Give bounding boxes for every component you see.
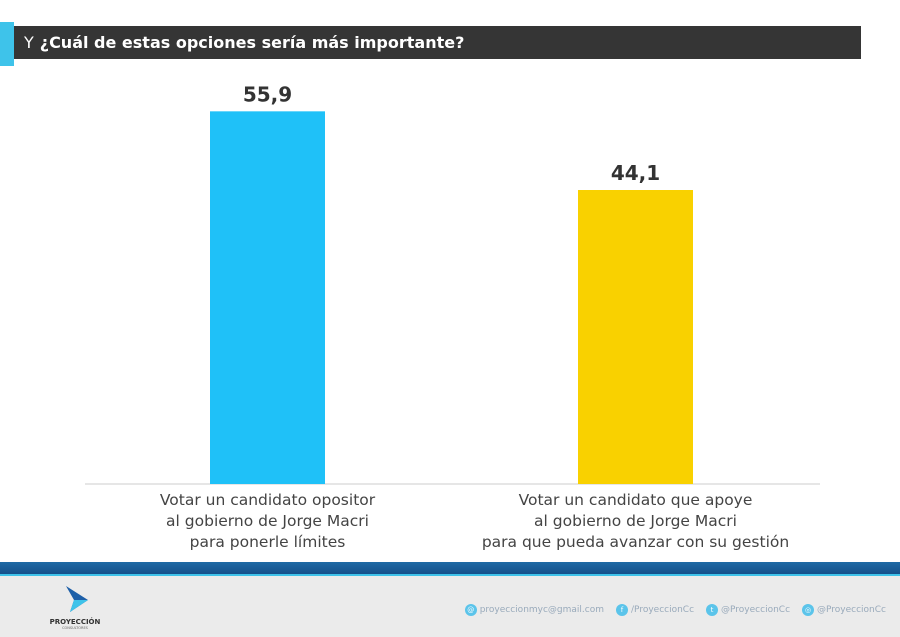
email-link[interactable]: @ proyeccionmyc@gmail.com [464, 604, 605, 616]
facebook-icon: f [616, 604, 629, 616]
logo-sub: CONSULTORES [62, 626, 88, 630]
bar-chart: 55,9 44,1 [85, 82, 820, 485]
twitter-icon: t [706, 604, 719, 616]
instagram-text: @ProyeccionCc [817, 605, 886, 615]
bar [210, 111, 325, 484]
logo-arrow-icon [66, 586, 88, 612]
instagram-link[interactable]: ◎ @ProyeccionCc [802, 604, 886, 616]
chart-title: ¿Cuál de estas opciones sería más import… [39, 33, 465, 52]
email-text: proyeccionmyc@gmail.com [479, 605, 605, 615]
data-label: 55,9 [243, 82, 292, 106]
category-label: Votar un candidato opositor al gobierno d… [159, 491, 376, 551]
footer-stripe [0, 562, 900, 576]
bar [578, 190, 693, 484]
instagram-icon: ◎ [802, 604, 815, 616]
email-icon: @ [464, 604, 477, 616]
data-label: 44,1 [611, 161, 660, 185]
logo: PROYECCIÓN CONSULTORES [40, 584, 110, 630]
title-prefix: Y [24, 33, 34, 52]
facebook-text: /ProyeccionCc [631, 605, 695, 615]
facebook-link[interactable]: f/ProyeccionCc [616, 604, 694, 616]
logo-name: PROYECCIÓN [49, 618, 101, 626]
title-accent [0, 22, 14, 66]
twitter-link[interactable]: t @ProyeccionCc [706, 604, 790, 616]
footer: PROYECCIÓN CONSULTORES @ proyeccionmyc@gm… [0, 576, 900, 637]
title-bar: Y ¿Cuál de estas opciones sería más impo… [14, 26, 861, 59]
category-label: Votar un candidato que apoye al gobierno … [481, 491, 790, 551]
twitter-text: @ProyeccionCc [721, 605, 791, 615]
